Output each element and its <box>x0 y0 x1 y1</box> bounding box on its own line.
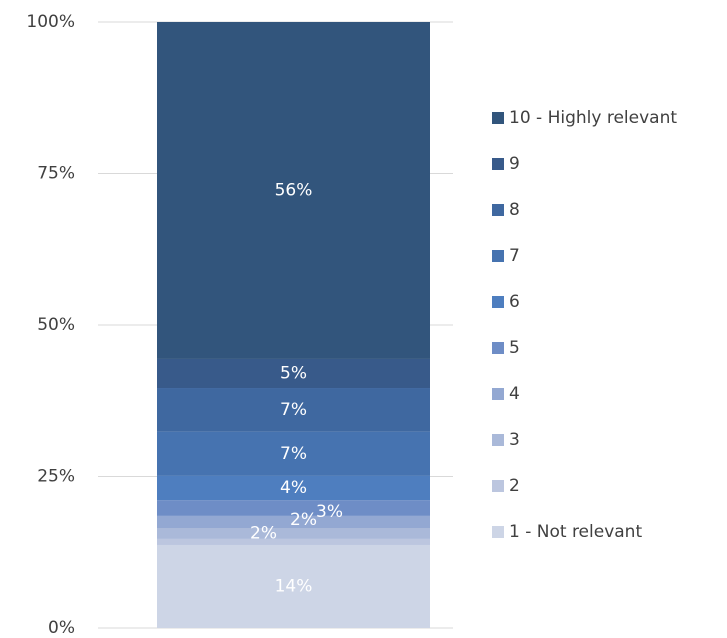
legend-swatch <box>492 388 504 400</box>
legend-label: 8 <box>509 200 520 220</box>
legend-swatch <box>492 296 504 308</box>
legend-swatch <box>492 480 504 492</box>
y-tick-label: 50% <box>37 315 75 335</box>
legend-swatch <box>492 112 504 124</box>
bar-segment <box>157 538 430 545</box>
data-label: 4% <box>280 478 307 498</box>
bar-segment <box>157 475 430 501</box>
bar-segment <box>157 515 430 529</box>
data-label: 56% <box>275 180 313 200</box>
bar-segment <box>157 22 430 359</box>
legend-label: 5 <box>509 338 520 358</box>
legend-label: 7 <box>509 246 520 266</box>
legend-label: 4 <box>509 384 520 404</box>
data-label: 2% <box>250 523 277 543</box>
legend-label: 3 <box>509 430 520 450</box>
legend-swatch <box>492 434 504 446</box>
legend-swatch <box>492 250 504 262</box>
y-tick-label: 100% <box>26 12 75 32</box>
legend-label: 6 <box>509 292 520 312</box>
data-label: 14% <box>275 576 313 596</box>
legend-label: 9 <box>509 154 520 174</box>
legend-label: 2 <box>509 476 520 496</box>
legend-label: 1 - Not relevant <box>509 522 642 542</box>
data-label: 7% <box>280 400 307 420</box>
bar-segment <box>157 500 430 516</box>
legend-swatch <box>492 342 504 354</box>
data-label: 5% <box>280 363 307 383</box>
bar-segment <box>157 431 430 476</box>
y-tick-label: 25% <box>37 467 75 487</box>
legend-swatch <box>492 204 504 216</box>
y-tick-label: 75% <box>37 164 75 184</box>
bar-segment <box>157 358 430 389</box>
bar-segment <box>157 388 430 432</box>
bar-segment <box>157 528 430 539</box>
legend-swatch <box>492 158 504 170</box>
data-label: 2% <box>290 510 317 530</box>
data-label: 7% <box>280 444 307 464</box>
bar-segment <box>157 544 430 628</box>
y-tick-label: 0% <box>48 618 75 638</box>
legend-label: 10 - Highly relevant <box>509 108 677 128</box>
legend-swatch <box>492 526 504 538</box>
data-label: 3% <box>316 502 343 522</box>
